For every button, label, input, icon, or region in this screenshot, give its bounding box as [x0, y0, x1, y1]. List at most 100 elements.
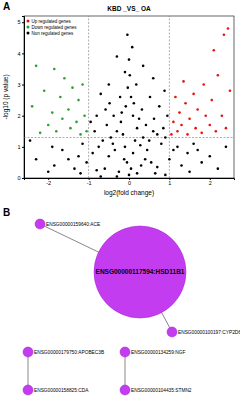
data-point [152, 130, 155, 133]
x-tick: 0 [128, 178, 131, 186]
data-point [172, 149, 175, 152]
y-tick-mark [22, 178, 24, 179]
data-point [130, 96, 133, 99]
data-point [81, 142, 84, 145]
data-point [208, 155, 211, 158]
data-point [112, 142, 115, 145]
data-point [133, 102, 136, 105]
data-point [89, 121, 92, 124]
data-point [200, 132, 203, 135]
data-point [103, 167, 106, 170]
data-point [77, 155, 80, 158]
data-point [186, 133, 189, 136]
data-point [99, 175, 102, 178]
data-point [47, 170, 50, 173]
data-point [29, 139, 32, 142]
data-point [200, 161, 203, 164]
x-tick: 2 [209, 178, 212, 186]
data-point [162, 127, 165, 130]
data-point [217, 74, 220, 77]
node [167, 327, 177, 337]
data-point [188, 118, 191, 121]
data-point [124, 71, 127, 74]
data-point [132, 152, 135, 155]
y-tick-mark [22, 85, 24, 86]
data-point [39, 132, 42, 135]
data-point [140, 164, 143, 167]
data-point [196, 108, 199, 111]
y-axis: 012345 [17, 17, 24, 182]
data-point [97, 146, 100, 149]
data-point [152, 77, 155, 80]
x-tick: 1 [168, 178, 171, 186]
data-point [170, 133, 173, 136]
data-point [213, 49, 216, 52]
y-tick-label: 2 [17, 113, 20, 119]
threshold-line [169, 16, 170, 178]
data-point [227, 27, 230, 30]
data-point [172, 121, 175, 124]
data-point [47, 124, 50, 127]
data-point [204, 114, 207, 117]
x-tick-label: 0 [128, 180, 131, 186]
y-tick-mark [22, 53, 24, 54]
data-point [156, 166, 159, 169]
data-point [194, 127, 197, 130]
data-point [119, 96, 122, 99]
data-point [105, 124, 108, 127]
data-point [108, 155, 111, 158]
data-point [210, 99, 213, 102]
data-point [128, 58, 131, 61]
data-point [95, 114, 98, 117]
data-point [148, 139, 151, 142]
data-point [184, 102, 187, 105]
data-point [114, 149, 117, 152]
data-point [116, 175, 119, 178]
data-point [71, 86, 74, 89]
data-point [176, 146, 179, 149]
data-point [131, 46, 134, 49]
data-point [51, 146, 54, 149]
data-point [31, 105, 34, 108]
edge [28, 352, 29, 390]
legend-item: Up regulated genes [27, 19, 72, 24]
data-point [85, 130, 88, 133]
data-point [229, 89, 232, 92]
y-tick-label: 0 [17, 175, 20, 181]
data-point [93, 130, 96, 133]
data-point [221, 114, 224, 117]
node-label: ENSG00000158825:CDA [34, 388, 89, 393]
data-point [174, 96, 177, 99]
data-point [149, 96, 152, 99]
plot-area [24, 16, 234, 178]
data-point [217, 167, 220, 170]
data-point [138, 118, 141, 121]
data-point [55, 130, 58, 133]
data-point [123, 158, 126, 161]
x-axis: -2-1012 [25, 178, 235, 186]
y-tick-mark [22, 116, 24, 117]
legend-item: Non regulated genes [27, 31, 75, 36]
legend: Up regulated genesDown regulated genesNo… [27, 19, 78, 36]
y-tick: 4 [17, 51, 24, 57]
series-points [29, 33, 227, 177]
x-tick: -1 [87, 178, 92, 186]
chart-title: KBD _VS_ OA [107, 5, 151, 12]
data-point [208, 124, 211, 127]
legend-marker [27, 20, 30, 23]
data-point [67, 108, 70, 111]
data-point [186, 152, 189, 155]
y-axis-line [22, 17, 25, 179]
data-point [225, 127, 228, 130]
y-tick-label: 1 [17, 144, 20, 150]
node [23, 347, 33, 357]
plot-frame [24, 16, 234, 178]
data-point [128, 174, 131, 177]
data-point [178, 111, 181, 114]
nodes: ENSG00000117594:HSD11B1ENSG00000159640:A… [23, 219, 240, 395]
data-point [120, 121, 123, 124]
edge [125, 352, 126, 390]
data-point [122, 133, 125, 136]
data-point [180, 124, 183, 127]
y-tick: 2 [17, 113, 24, 119]
